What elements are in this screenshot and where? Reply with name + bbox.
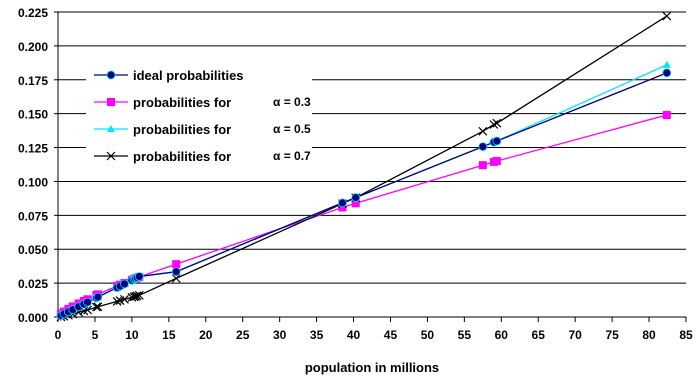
data-point <box>134 290 144 300</box>
data-point <box>662 60 671 68</box>
x-marker-stroke <box>120 294 129 304</box>
legend-marker <box>106 70 116 80</box>
x-axis-label: population in millions <box>305 360 439 375</box>
x-tick-labels: 0 5 10 15 20 25 30 35 40 45 50 55 60 65 70 75 80 85 <box>55 328 693 342</box>
x-tick-label: 35 <box>310 328 324 342</box>
y-tick-label: 0.200 <box>18 40 48 54</box>
x-tick-label: 5 <box>92 328 99 342</box>
x-tick-label: 80 <box>642 328 656 342</box>
y-tick-label: 0.125 <box>18 142 48 156</box>
data-point <box>91 302 101 312</box>
data-point <box>171 267 181 277</box>
series-1 <box>56 68 672 320</box>
data-point <box>492 118 502 128</box>
data-point <box>489 120 499 129</box>
x-tick-label: 60 <box>495 328 509 342</box>
legend-marker <box>107 98 115 106</box>
x-marker-stroke <box>112 296 122 306</box>
legend-label: probabilities for <box>133 149 231 164</box>
x-marker-stroke <box>106 151 116 161</box>
data-point <box>492 136 502 146</box>
x-marker-stroke <box>662 11 672 21</box>
axes <box>54 11 687 322</box>
x-tick-label: 40 <box>347 328 361 342</box>
y-tick-label: 0.075 <box>18 209 48 223</box>
data-point <box>93 302 103 312</box>
data-point <box>662 111 671 120</box>
x-tick-label: 15 <box>162 328 176 342</box>
x-tick-label: 30 <box>273 328 287 342</box>
series-group <box>56 11 672 322</box>
legend-box <box>86 60 312 172</box>
legend-entry: ideal probabilities <box>94 68 244 83</box>
x-tick-label: 45 <box>384 328 398 342</box>
legend-marker <box>107 125 115 132</box>
legend: ideal probabilities probabilities for α = … <box>86 60 312 172</box>
x-tick-label: 65 <box>532 328 546 342</box>
data-point <box>93 292 103 302</box>
legend-marker <box>106 151 116 161</box>
y-tick-label: 0.225 <box>18 6 48 20</box>
legend-label: probabilities for <box>133 95 231 110</box>
x-marker-stroke <box>489 120 499 129</box>
x-marker-stroke <box>93 302 103 312</box>
y-tick-label: 0.175 <box>18 74 48 88</box>
legend-alpha: α = 0.5 <box>273 122 311 136</box>
x-marker-stroke <box>492 118 502 128</box>
y-tick-label: 0.000 <box>18 311 48 325</box>
x-tick-label: 25 <box>236 328 250 342</box>
y-tick-label: 0.025 <box>18 277 48 291</box>
x-tick-label: 50 <box>421 328 435 342</box>
legend-label: ideal probabilities <box>133 68 244 83</box>
data-point <box>662 11 672 21</box>
data-point <box>129 292 139 302</box>
data-point <box>478 161 487 170</box>
y-tick-label: 0.100 <box>18 175 48 189</box>
x-tick-label: 75 <box>605 328 619 342</box>
x-marker-stroke <box>171 273 181 283</box>
x-marker-stroke <box>478 126 488 136</box>
x-marker-stroke <box>91 302 101 312</box>
data-point <box>351 193 361 202</box>
data-point <box>172 260 181 269</box>
x-marker-stroke <box>132 291 142 301</box>
x-marker-stroke <box>134 290 144 300</box>
x-tick-label: 20 <box>199 328 213 342</box>
legend-entry: probabilities for α = 0.5 <box>94 122 311 137</box>
data-point <box>132 291 142 301</box>
data-point <box>83 297 92 307</box>
x-tick-label: 10 <box>125 328 139 342</box>
x-marker-stroke <box>129 292 139 302</box>
legend-label: probabilities for <box>133 122 231 137</box>
data-point <box>134 272 144 281</box>
data-point <box>478 126 488 136</box>
data-point <box>338 203 347 212</box>
legend-entry: probabilities for α = 0.3 <box>94 95 311 110</box>
data-point <box>662 68 672 78</box>
y-tick-label: 0.050 <box>18 243 48 257</box>
legend-entry: probabilities for α = 0.7 <box>94 149 311 164</box>
data-point <box>492 156 501 165</box>
data-point <box>171 273 181 283</box>
x-tick-label: 70 <box>568 328 582 342</box>
y-tick-labels: 0.000 0.025 0.050 0.075 0.100 0.125 0.150 0.175… <box>18 6 48 325</box>
data-point <box>478 142 488 152</box>
legend-alpha: α = 0.7 <box>273 149 311 163</box>
data-point <box>112 296 122 306</box>
x-tick-label: 55 <box>458 328 472 342</box>
data-point <box>120 279 129 289</box>
legend-alpha: α = 0.3 <box>273 95 311 109</box>
x-tick-label: 85 <box>679 328 693 342</box>
data-point <box>351 199 360 208</box>
x-tick-label: 0 <box>55 328 62 342</box>
x-marker-stroke <box>83 305 92 315</box>
data-point <box>120 294 129 304</box>
y-tick-label: 0.150 <box>18 108 48 122</box>
data-point <box>338 198 347 208</box>
